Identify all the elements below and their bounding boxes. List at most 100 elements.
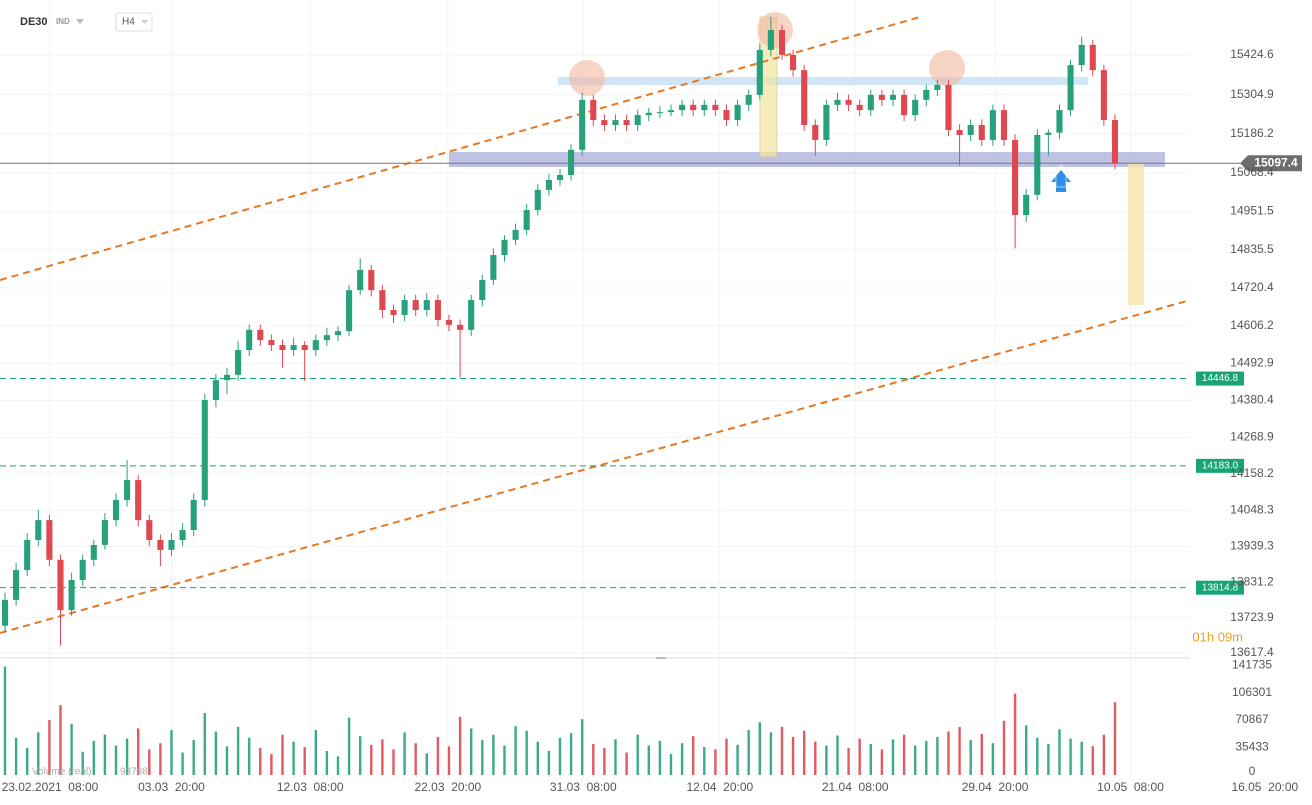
shoulder-marker	[929, 50, 965, 86]
volume-bar	[469, 728, 473, 775]
candles	[1, 16, 1119, 646]
volume-bar	[25, 747, 29, 775]
candle-body	[834, 99, 841, 105]
volume-bar	[447, 746, 451, 775]
y-tick-label: 14606.2	[1230, 318, 1274, 332]
candle-body	[1056, 110, 1063, 133]
candle-body	[112, 499, 120, 521]
volume-bar	[403, 732, 406, 775]
volume-bar	[592, 743, 595, 775]
volume-bar	[214, 731, 218, 775]
volume-bar	[303, 747, 306, 775]
candle-body	[368, 269, 375, 291]
candle-body	[46, 520, 53, 560]
volume-bar	[869, 743, 872, 775]
volume-bar	[747, 730, 750, 775]
trend-line	[0, 16, 921, 281]
volume-legend-value: 93788	[120, 767, 148, 778]
candle-body	[945, 84, 952, 130]
x-tick-label: 23.02.2021 08:00	[2, 780, 99, 794]
volume-bar	[259, 747, 262, 775]
volume-tick-label: 35433	[1235, 740, 1269, 754]
candle-body	[157, 539, 164, 550]
candle-body	[146, 520, 153, 540]
volume-bar	[1013, 693, 1017, 775]
candle-body	[745, 94, 752, 105]
volume-bar	[236, 726, 240, 775]
volume-bar	[969, 740, 972, 775]
x-tick-label: 10.05 08:00	[1097, 780, 1164, 794]
pane-handle	[656, 657, 666, 659]
dropdown-icon[interactable]	[141, 20, 148, 24]
candle-body	[867, 94, 874, 111]
y-tick-label: 13723.9	[1230, 610, 1274, 624]
volume-bar	[270, 754, 273, 775]
volume-bar	[159, 743, 162, 775]
x-tick-label: 31.03 08:00	[550, 780, 617, 794]
volume-bar	[703, 747, 706, 775]
candle-body	[90, 544, 97, 560]
candle-body	[412, 300, 419, 310]
volume-bar	[858, 738, 861, 775]
volume-bar	[680, 743, 684, 775]
volume-bar	[1002, 720, 1006, 775]
candle-body	[512, 229, 519, 240]
volume-bar	[913, 745, 917, 775]
candle-body	[967, 125, 974, 135]
x-tick-label: 12.04 20:00	[686, 780, 753, 794]
dropdown-icon[interactable]	[76, 19, 84, 24]
candle-body	[357, 269, 364, 291]
volume-bar	[514, 726, 517, 775]
candle-body	[679, 104, 686, 111]
volume-bar	[314, 730, 317, 775]
candle-body	[790, 54, 797, 71]
candle-body	[823, 104, 830, 140]
volume-bar	[947, 731, 950, 775]
volume-bar	[847, 747, 850, 775]
candle-body	[712, 104, 719, 111]
arrow-marker	[1049, 164, 1073, 192]
level-label: 13814.8	[1202, 582, 1239, 593]
level-label: 14183.0	[1202, 460, 1239, 471]
candle-body	[667, 110, 675, 113]
candle-body	[1023, 194, 1030, 216]
volume-bar	[292, 741, 295, 775]
volume-bar	[925, 740, 928, 775]
candle-body	[989, 110, 996, 140]
timeframe-box[interactable]	[115, 12, 153, 32]
candle-body	[690, 104, 697, 111]
head-marker	[757, 12, 793, 48]
candle-body	[223, 374, 231, 381]
x-tick-label: 29.04 20:00	[962, 780, 1029, 794]
candle-body	[723, 110, 730, 121]
candle-body	[135, 480, 142, 521]
volume-bar	[70, 723, 73, 775]
level-label-box	[1196, 458, 1244, 473]
candle-body	[235, 350, 242, 375]
candle-body	[934, 84, 941, 90]
volume-bar	[103, 734, 107, 775]
volume-bar	[891, 739, 895, 775]
candle-body	[1, 599, 9, 626]
candle-body	[379, 290, 386, 310]
volume-bar	[691, 736, 695, 775]
volume-bar	[503, 745, 506, 775]
current-price-box	[1240, 155, 1302, 172]
timeframe[interactable]: H4	[122, 17, 135, 28]
volume-bar	[414, 743, 417, 775]
y-tick-label: 13939.3	[1230, 539, 1274, 553]
candle-body	[845, 99, 852, 105]
candle-body	[923, 89, 930, 100]
volume-bar	[825, 745, 828, 775]
header: DE30 IND H4	[20, 12, 153, 32]
volume-bar	[247, 737, 251, 775]
volume-bar	[492, 734, 495, 775]
volume-bar	[381, 739, 384, 775]
candle-body	[778, 30, 786, 55]
volume-bar	[791, 737, 795, 775]
volume-bar	[347, 717, 351, 775]
countdown: 01h 09m	[1192, 629, 1243, 644]
level-label: 14446.8	[1202, 373, 1239, 384]
x-tick-label: 21.04 08:00	[822, 780, 889, 794]
